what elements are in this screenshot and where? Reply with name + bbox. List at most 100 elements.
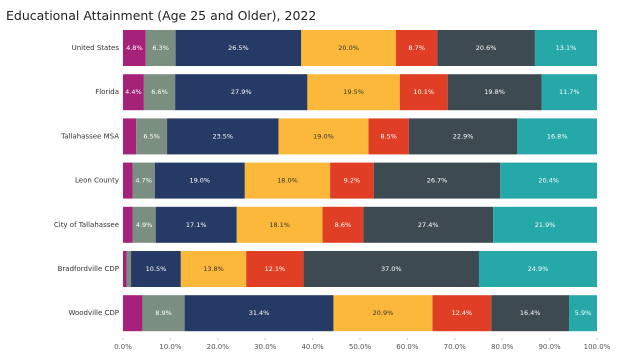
value-label: 10.1% (413, 88, 434, 96)
category-label: Florida (95, 88, 119, 96)
value-label: 4.4% (125, 88, 142, 96)
value-label: 23.5% (212, 132, 233, 140)
value-label: 8.5% (380, 132, 397, 140)
category-label: City of Tallahassee (54, 221, 119, 229)
x-tick-label: 0.0% (114, 343, 132, 351)
bar-segment (123, 30, 146, 66)
x-tick-label: 100.0% (584, 343, 611, 351)
category-label: Bradfordville CDP (58, 265, 119, 273)
bar-segment (132, 162, 155, 199)
value-label: 10.5% (146, 265, 167, 273)
value-label: 4.8% (126, 44, 143, 52)
value-label: 27.9% (231, 88, 252, 96)
bar-segment (136, 118, 168, 155)
bar-segment (246, 251, 304, 287)
value-label: 22.9% (453, 132, 474, 140)
bar-segment (333, 295, 433, 332)
x-tick-label: 90.0% (538, 343, 561, 351)
value-label: 20.9% (373, 309, 394, 317)
x-tick-label: 70.0% (444, 343, 467, 351)
bar-segment (175, 30, 302, 66)
bar-segment (368, 118, 409, 155)
bar-segment (143, 74, 176, 111)
bar-segment (478, 251, 597, 287)
bar-segment (236, 206, 323, 243)
value-label: 13.8% (203, 265, 224, 273)
bar-segment (123, 118, 137, 155)
value-label: 19.5% (343, 88, 364, 96)
bar-segment (432, 295, 492, 332)
value-label: 6.6% (151, 88, 168, 96)
value-label: 12.4% (452, 309, 473, 317)
bar-segment (493, 206, 597, 243)
value-label: 6.3% (152, 44, 169, 52)
value-label: 9.2% (344, 177, 361, 185)
bar-segment (541, 74, 597, 111)
bar-segment (123, 74, 144, 111)
chart-title: Educational Attainment (Age 25 and Older… (6, 8, 316, 23)
value-label: 19.0% (189, 177, 210, 185)
value-label: 4.9% (136, 221, 153, 229)
bar-segment (123, 206, 133, 243)
x-tick-label: 80.0% (491, 343, 514, 351)
value-label: 18.0% (277, 177, 298, 185)
bar-segment (307, 74, 400, 111)
bar-segment (167, 118, 279, 155)
bar-segment (447, 74, 542, 111)
bar-segment (155, 206, 237, 243)
value-label: 8.6% (335, 221, 352, 229)
bar-segment (437, 30, 535, 66)
value-label: 27.4% (418, 221, 439, 229)
value-label: 12.1% (265, 265, 286, 273)
bar-segment (123, 162, 133, 199)
bar-segment (491, 295, 570, 332)
value-label: 11.7% (559, 88, 580, 96)
value-label: 5.9% (575, 309, 592, 317)
category-label: Leon County (75, 177, 119, 185)
bar-segment (244, 162, 331, 199)
bar-segment (154, 162, 245, 199)
bar-segment (330, 162, 374, 199)
bar-segment (373, 162, 501, 199)
bar-segment (278, 118, 369, 155)
category-label: United States (72, 44, 120, 52)
value-label: 21.9% (535, 221, 556, 229)
bar-segment (301, 30, 397, 66)
bar-segment (145, 30, 176, 66)
x-tick-label: 50.0% (349, 343, 372, 351)
value-label: 4.7% (135, 177, 152, 185)
value-label: 20.6% (476, 44, 497, 52)
bar-segment (123, 251, 127, 287)
value-label: 26.5% (228, 44, 249, 52)
value-label: 16.4% (520, 309, 541, 317)
value-label: 20.4% (538, 177, 559, 185)
x-tick-label: 60.0% (396, 343, 419, 351)
bar-segment (126, 251, 132, 287)
value-label: 19.8% (484, 88, 505, 96)
bar-segment (322, 206, 364, 243)
bar-segment (142, 295, 185, 332)
value-label: 19.0% (313, 132, 334, 140)
value-label: 13.1% (556, 44, 577, 52)
category-label: Tallahassee MSA (60, 132, 119, 140)
value-label: 26.7% (427, 177, 448, 185)
bar-segment (175, 74, 308, 111)
value-label: 37.0% (381, 265, 402, 273)
bar-segment (131, 251, 181, 287)
bar-segment (408, 118, 518, 155)
value-label: 18.1% (269, 221, 290, 229)
value-label: 17.1% (186, 221, 207, 229)
x-tick-label: 30.0% (254, 343, 277, 351)
bar-segment (399, 74, 448, 111)
x-tick-label: 40.0% (301, 343, 324, 351)
bar-segment (500, 162, 597, 199)
bar-segment (517, 118, 597, 155)
value-label: 16.8% (547, 132, 568, 140)
bar-segment (180, 251, 247, 287)
value-label: 6.5% (143, 132, 160, 140)
bar-segment (534, 30, 597, 66)
bar-segment (396, 30, 438, 66)
value-label: 8.7% (408, 44, 425, 52)
bar-segment (363, 206, 494, 243)
